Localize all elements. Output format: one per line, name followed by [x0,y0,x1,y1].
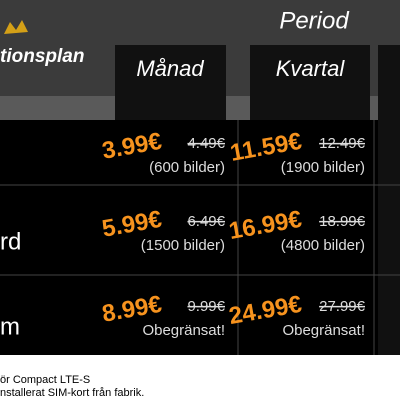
old-price: 18.99€ [319,213,366,230]
col-stripe [250,96,370,120]
note: (1900 bilder) [281,159,365,176]
footnote: ör Compact LTE-S [0,374,90,386]
column-header: Månad [136,56,204,81]
old-price: 9.99€ [187,298,225,315]
plan-title: tionsplan [0,46,84,67]
note: (4800 bilder) [281,237,365,254]
crown-icon [4,20,28,34]
note: Obegränsat! [142,322,225,339]
row-label: rd [0,228,21,255]
note: (600 bilder) [149,159,225,176]
rows-bg [0,120,400,355]
note: (1500 bilder) [141,237,225,254]
old-price: 6.49€ [187,213,225,230]
col-head [250,45,370,96]
col-head [115,45,226,96]
col-head [378,45,400,355]
footnote: nstallerat SIM-kort från fabrik. [0,387,144,399]
period-title: Period [279,7,349,34]
old-price: 27.99€ [319,298,366,315]
col-stripe [115,96,226,120]
column-header: Kvartal [276,56,346,81]
old-price: 4.49€ [187,135,225,152]
note: Obegränsat! [282,322,365,339]
old-price: 12.49€ [319,135,366,152]
row-label: m [0,313,20,340]
